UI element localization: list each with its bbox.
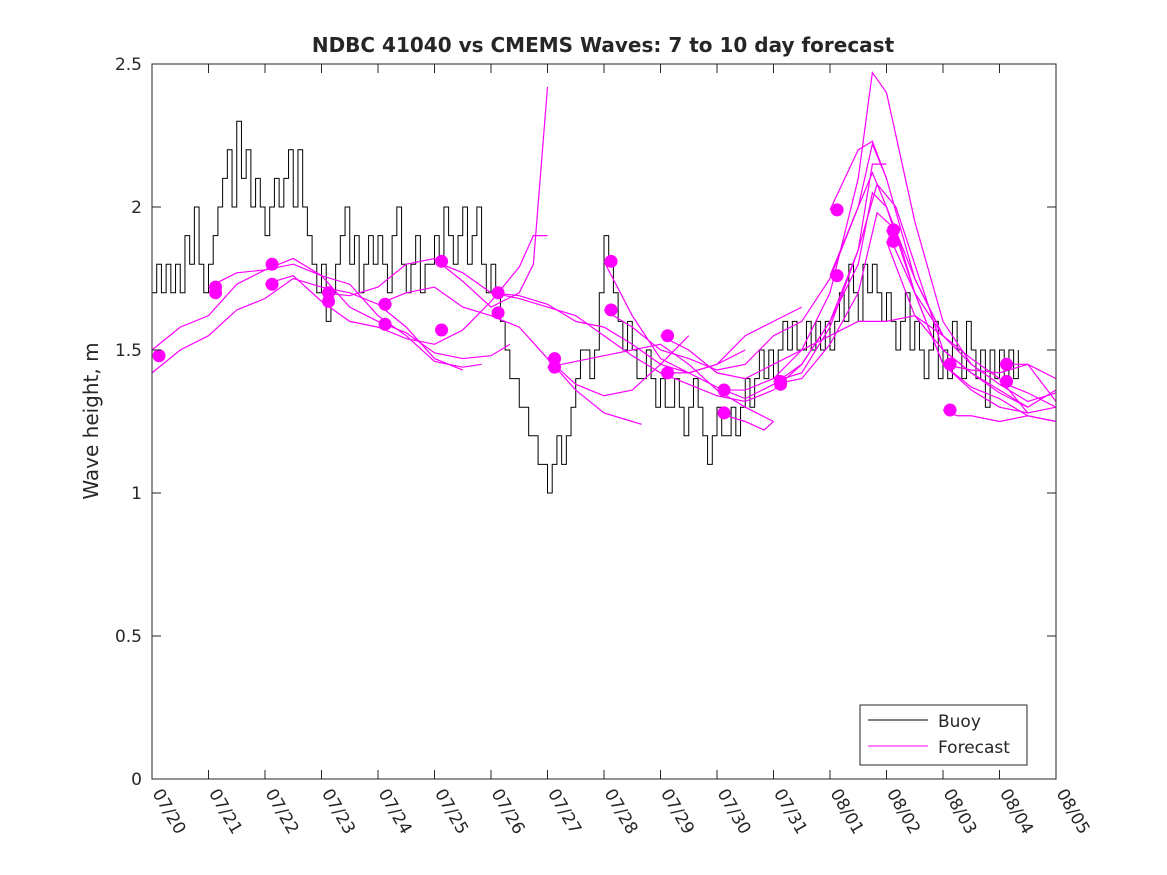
y-axis-label: Wave height, m [79, 342, 103, 499]
forecast-line [547, 343, 774, 423]
forecast-marker [491, 286, 505, 300]
forecast-marker [830, 203, 844, 217]
forecast-line [942, 363, 1057, 380]
forecast-line [603, 142, 888, 371]
forecast-marker [661, 329, 675, 343]
forecast-marker [435, 254, 449, 268]
y-tick-label: 0 [131, 770, 142, 790]
forecast-line [151, 277, 463, 374]
buoy-line [152, 120, 1019, 494]
forecast-line [885, 229, 1057, 414]
forecast-marker [378, 317, 392, 331]
y-axis: 0 0.5 1 1.5 2 2.5 [115, 55, 1056, 790]
forecast-marker [435, 323, 449, 337]
forecast-marker [322, 294, 336, 308]
forecast-line [717, 70, 972, 391]
forecast-marker [943, 357, 957, 371]
forecast-marker [265, 277, 279, 291]
y-tick-label: 0.5 [115, 627, 142, 647]
legend: Buoy Forecast [859, 704, 1028, 766]
forecast-marker [717, 383, 731, 397]
forecast-marker [604, 303, 618, 317]
y-tick-label: 1 [131, 484, 142, 504]
forecast-line [208, 263, 511, 360]
chart-title: NDBC 41040 vs CMEMS Waves: 7 to 10 day f… [312, 33, 895, 57]
legend-buoy-label: Buoy [938, 712, 981, 732]
forecast-marker [378, 297, 392, 311]
forecast-marker [209, 286, 223, 300]
forecast-marker [887, 223, 901, 237]
legend-forecast-label: Forecast [938, 738, 1010, 758]
forecast-line [377, 286, 690, 397]
forecast-line [942, 409, 1057, 423]
forecast-line [885, 241, 1057, 408]
forecast-line [829, 171, 1057, 423]
plot-area [152, 64, 1056, 779]
y-tick-label: 1.5 [115, 341, 142, 361]
forecast-line [321, 86, 549, 308]
y-tick-label: 2.5 [115, 55, 142, 75]
forecast-line [264, 235, 548, 345]
forecast-marker [265, 257, 279, 271]
forecast-marker [943, 403, 957, 417]
forecast-marker [717, 406, 731, 420]
forecast-marker [152, 349, 166, 363]
forecast-marker [661, 366, 675, 380]
buoy-series [152, 120, 1019, 494]
forecast-markers [152, 203, 1014, 420]
forecast-marker [774, 377, 788, 391]
forecast-line [490, 292, 803, 374]
y-tick-label: 2 [131, 198, 142, 218]
forecast-marker [548, 360, 562, 374]
forecast-marker [1000, 374, 1014, 388]
forecast-line [773, 182, 1029, 408]
forecast-marker [491, 306, 505, 320]
forecast-line [716, 412, 774, 431]
forecast-line [547, 358, 642, 425]
forecast-marker [1000, 357, 1014, 371]
forecast-marker [604, 254, 618, 268]
forecast-line [660, 191, 944, 403]
forecast-series [151, 70, 1057, 431]
forecast-marker [830, 269, 844, 283]
forecast-line [829, 140, 1057, 403]
forecast-line [603, 163, 887, 400]
legend-box [859, 704, 1028, 766]
forecast-marker [887, 234, 901, 248]
